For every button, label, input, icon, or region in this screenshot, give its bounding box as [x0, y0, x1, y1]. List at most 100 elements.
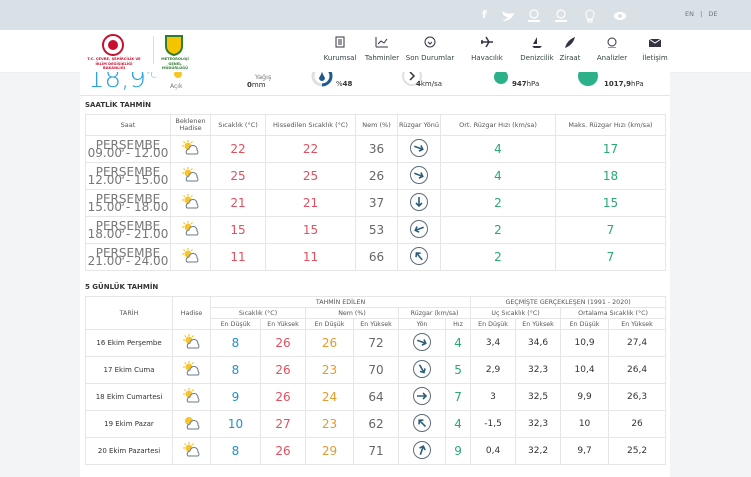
humidity-value: 48 — [342, 80, 353, 88]
wind-dir-cell — [397, 243, 441, 271]
leaf-header: En Yüksek — [515, 318, 562, 330]
hmin: 24 — [305, 383, 354, 411]
nav-item[interactable]: Son Durumlar — [405, 36, 455, 62]
ministry-name: T.C. ÇEVRE, ŞEHİRCİLİK VE İKLİM DEĞİŞİKL… — [87, 57, 141, 70]
nav-icon — [424, 36, 436, 48]
forecast-row: 19 Ekim Pazar 10 27 23 62 4 -1,5 32,3 10 26 — [85, 410, 667, 438]
temp: 25 — [210, 162, 266, 190]
amin: 9,9 — [560, 383, 610, 411]
leaf-header: En Düşük — [305, 318, 354, 330]
hmax: 70 — [353, 356, 399, 384]
xmin: 3 — [470, 383, 517, 411]
xmax: 32,2 — [515, 437, 562, 465]
feels: 22 — [265, 135, 356, 163]
time-cell: PERŞEMBE 15.00 - 18.00 — [85, 189, 171, 217]
wind-avg: 4 — [440, 135, 556, 163]
nav-item[interactable]: Analizler — [587, 36, 637, 62]
time: 09.00 - 12.00 — [87, 146, 169, 160]
nav-icon — [532, 37, 542, 48]
event-cell — [172, 437, 211, 465]
day: PERŞEMBE — [95, 246, 161, 260]
temp: 15 — [210, 216, 266, 244]
header-row: TARİH Hadise TAHMİN EDİLEN GEÇMİŞTE GERÇEKL… — [85, 296, 667, 330]
column-header: Maks. Rüzgar Hızı (km/sa) — [555, 114, 666, 136]
mgm-logo — [165, 35, 183, 56]
weather-icon — [181, 220, 198, 235]
precip-value: 0 — [247, 81, 252, 89]
nav-label: Tahminler — [364, 54, 400, 62]
date: 19 Ekim Pazar — [85, 410, 173, 438]
day: PERŞEMBE — [95, 165, 161, 179]
leaf-header: En Yüksek — [260, 318, 306, 330]
forecast-row: PERŞEMBE 12.00 - 15.00 25 25 26 4 18 — [85, 162, 666, 190]
top-bar: f EN | DE — [0, 0, 751, 30]
sun-icon — [174, 72, 182, 78]
nav-label: Havacılık — [471, 54, 503, 62]
wind: 9 — [444, 437, 472, 465]
nav-item[interactable]: Havacılık — [462, 36, 512, 62]
nav-item[interactable]: Ziraat — [545, 36, 595, 62]
event-cell — [172, 410, 211, 438]
header-row: En Düşük En Yüksek En Düşük En Yüksek Yön Hız… — [86, 318, 667, 330]
time: 21.00 - 24.00 — [87, 254, 169, 268]
date: 18 Ekim Cumartesi — [85, 383, 173, 411]
tmin: 8 — [210, 356, 261, 384]
feels: 11 — [265, 243, 356, 271]
sea-pressure-unit: hPa — [631, 80, 644, 88]
pressure: 947hPa — [512, 80, 539, 88]
leaf-header: Hız — [444, 318, 472, 330]
time-cell: PERŞEMBE 12.00 - 15.00 — [85, 162, 171, 190]
header-row: Saat Beklenen Hadise Sıcaklık (°C) Hissedil… — [85, 114, 666, 136]
wind-direction — [413, 386, 431, 405]
language[interactable]: EN — [685, 10, 694, 18]
nav-icon — [375, 37, 388, 48]
nav-item[interactable]: Kurumsal — [315, 36, 365, 62]
svg-text:f: f — [482, 8, 487, 21]
hmax: 71 — [353, 437, 399, 465]
ministry-logo — [102, 34, 124, 56]
language[interactable]: DE — [708, 10, 718, 18]
wind-max: 17 — [555, 135, 666, 163]
wind-gauge — [402, 72, 422, 86]
wind: 7 — [444, 383, 472, 411]
wind-direction — [413, 359, 431, 378]
precip-label: Yağış — [255, 73, 272, 81]
nav-item[interactable]: Denizcilik — [512, 36, 562, 62]
wind-value: 4 — [416, 80, 421, 88]
xmax: 32,3 — [515, 356, 562, 384]
temp-value: 18,9 — [88, 72, 146, 94]
nav-label: Analizler — [596, 54, 628, 62]
social-icons: f — [482, 8, 626, 23]
column-header: Rüzgar Yönü — [397, 114, 441, 136]
xmin: 0,4 — [470, 437, 517, 465]
humidity: 36 — [355, 135, 398, 163]
wind-avg: 2 — [440, 189, 556, 217]
amax: 26 — [608, 410, 667, 438]
nav-item[interactable]: Tahminler — [357, 36, 407, 62]
sub-header: Nem (%) — [305, 307, 399, 319]
sub-header: Uç Sıcaklık (°C) — [470, 307, 562, 319]
sub-header: Rüzgar (km/sa) — [397, 307, 472, 319]
nav-item[interactable]: İletişim — [630, 36, 680, 62]
sea-pressure-dot — [578, 72, 598, 86]
tmax: 27 — [260, 410, 306, 438]
leaf-header: En Düşük — [470, 318, 517, 330]
weather-icon — [181, 193, 198, 208]
group-header: TAHMİN EDİLEN — [209, 296, 472, 308]
wind: 4km/sa — [416, 80, 442, 88]
humidity-gauge — [311, 72, 333, 87]
humidity: %48 — [336, 80, 352, 88]
wind-dir-cell — [398, 383, 446, 411]
wind-direction — [413, 413, 431, 432]
xmax: 32,3 — [515, 410, 562, 438]
wind-direction — [410, 219, 428, 238]
sea-pressure: 1017,9hPa — [604, 80, 644, 88]
amin: 10 — [560, 410, 610, 438]
wind-avg: 2 — [440, 243, 556, 271]
column-header: Hissedilen Sıcaklık (°C) — [265, 114, 356, 136]
forecast-row: 20 Ekim Pazartesi 8 26 29 71 9 0,4 32,2 9,7 25,2 — [85, 437, 667, 465]
leaf-header: En Yüksek — [608, 318, 667, 330]
wind-max: 7 — [555, 243, 666, 271]
leaf-header: En Düşük — [560, 318, 610, 330]
time: 12.00 - 15.00 — [87, 173, 169, 187]
